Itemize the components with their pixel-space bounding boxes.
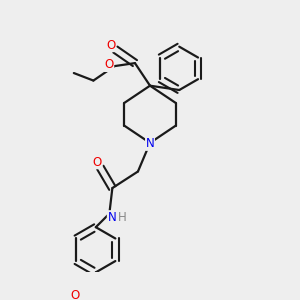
Text: N: N [107, 211, 116, 224]
Text: O: O [106, 38, 116, 52]
Text: O: O [93, 156, 102, 169]
Text: O: O [71, 289, 80, 300]
Text: O: O [104, 58, 114, 71]
Text: H: H [118, 211, 126, 224]
Text: N: N [146, 137, 154, 150]
